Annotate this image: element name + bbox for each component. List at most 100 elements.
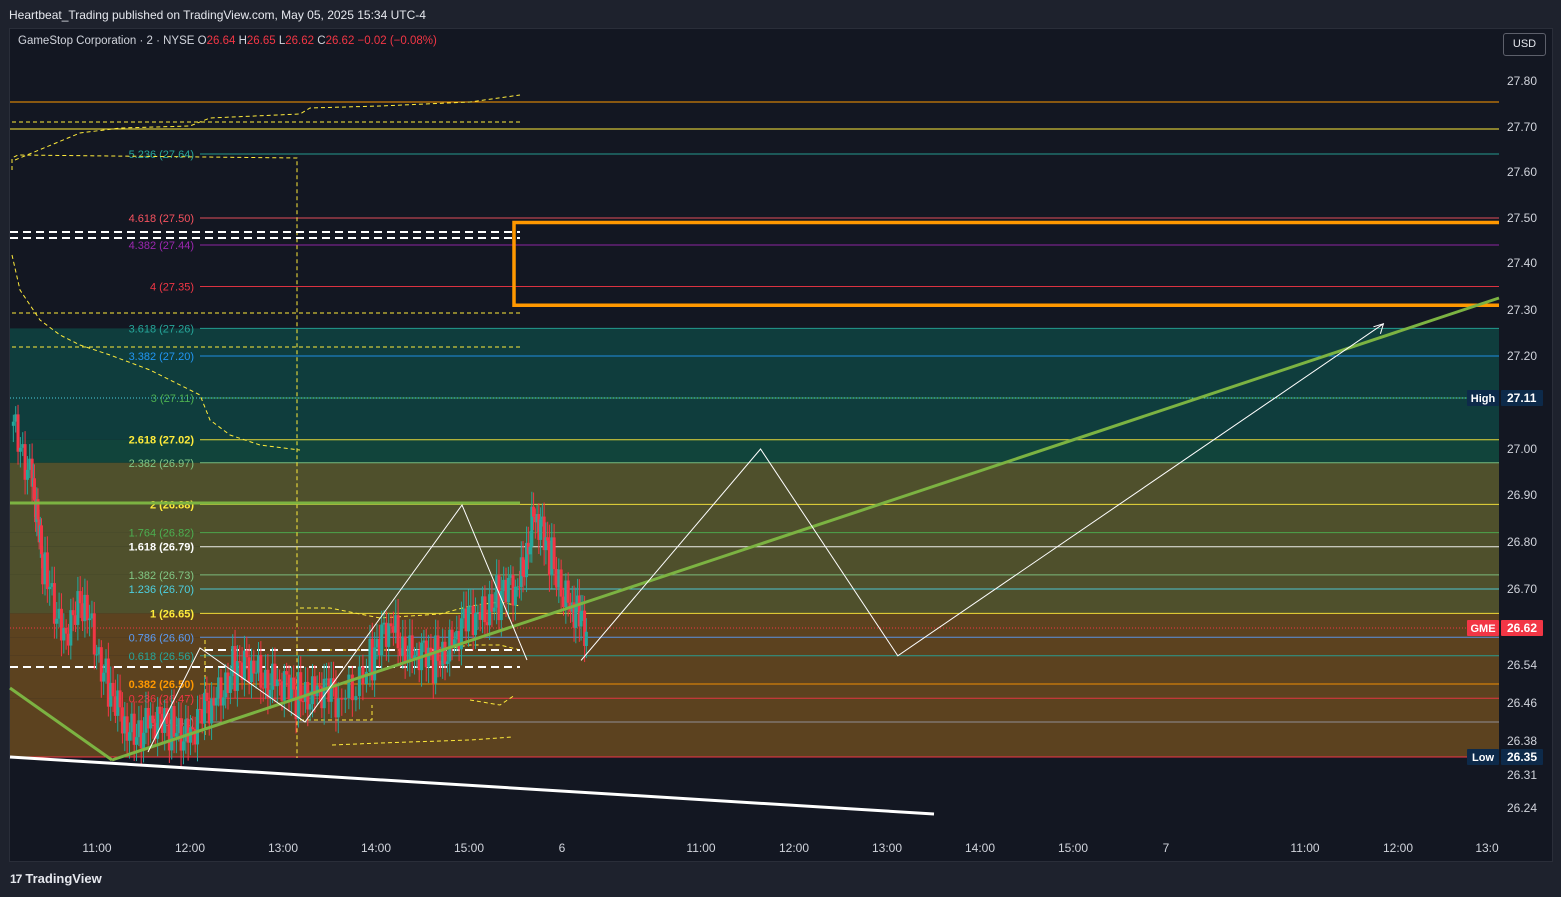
badge-label: GME — [1470, 623, 1495, 635]
candle-body — [219, 677, 223, 706]
candle-body — [452, 639, 456, 646]
low-value: 26.62 — [285, 35, 315, 47]
candle-body — [242, 650, 246, 680]
candle-body — [518, 586, 522, 588]
resistance-zone[interactable] — [512, 220, 1499, 308]
candle-body — [125, 716, 129, 741]
candle-body — [292, 677, 296, 690]
candles — [11, 404, 588, 767]
candle-body — [523, 576, 527, 578]
candle-body — [282, 671, 286, 701]
candle-body — [62, 627, 66, 641]
fib-band — [10, 462, 1499, 505]
candle-body — [167, 723, 171, 751]
candle-body — [14, 414, 18, 422]
candle-body — [59, 608, 63, 641]
fib-level-label: 0.786 (26.60) — [129, 632, 194, 644]
candle-body — [181, 741, 185, 751]
candle-body — [509, 574, 513, 578]
badge-label: Low — [1472, 752, 1494, 764]
candle-body — [36, 499, 40, 520]
candle-body — [172, 706, 176, 737]
projection-path[interactable] — [580, 323, 1384, 661]
y-axis-tick: 27.80 — [1507, 74, 1537, 88]
fib-band — [10, 574, 1499, 589]
candle-body — [303, 681, 307, 702]
candle-body — [186, 719, 190, 743]
candle-body — [445, 661, 449, 664]
fib-band — [10, 328, 1499, 356]
candle-body — [561, 596, 565, 608]
candle-body — [88, 618, 92, 621]
downtrend-line[interactable] — [9, 686, 113, 762]
candle-body — [436, 635, 440, 661]
candle-body — [170, 706, 174, 751]
candle-body — [165, 708, 169, 724]
y-axis-tick: 26.38 — [1507, 734, 1537, 748]
fib-level-label: 2.382 (26.97) — [129, 458, 194, 470]
low-label: L — [278, 35, 286, 47]
y-axis-tick: 26.24 — [1507, 801, 1537, 815]
candle-body — [521, 557, 525, 577]
candle-body — [526, 542, 530, 555]
candle-body — [266, 669, 270, 698]
candle-body — [499, 590, 503, 621]
x-axis-tick: 13:00 — [268, 841, 298, 855]
candle-body — [336, 698, 340, 718]
candle-body — [52, 583, 56, 624]
candle-body — [488, 594, 492, 626]
candle-body — [245, 650, 249, 658]
candle-body — [64, 627, 68, 634]
candle-body — [177, 718, 181, 734]
candle-body — [450, 629, 454, 646]
fib-band — [10, 356, 1499, 398]
candle-body — [69, 610, 73, 646]
dashed-channel-line — [469, 694, 516, 706]
zigzag-pattern[interactable] — [147, 503, 528, 753]
candle-body — [550, 537, 554, 576]
candle-body — [32, 478, 36, 501]
candle-body — [579, 611, 583, 627]
candle-body — [459, 618, 463, 650]
candle-body — [525, 542, 529, 578]
candle-body — [431, 653, 435, 684]
candle-body — [364, 671, 368, 685]
candle-body — [377, 638, 381, 656]
candle-body — [278, 679, 282, 682]
candle-body — [357, 666, 361, 697]
candle-body — [238, 661, 242, 663]
candle-body — [504, 579, 508, 603]
candle-body — [343, 698, 347, 700]
candle-body — [334, 686, 338, 718]
x-axis-tick: 12:00 — [175, 841, 205, 855]
descending-support-line[interactable] — [9, 755, 935, 816]
candle-body — [476, 612, 480, 614]
candle-body — [574, 604, 578, 628]
currency-button[interactable]: USD — [1503, 33, 1546, 56]
symbol-legend[interactable]: GameStop Corporation · 2 · NYSE O26.64 H… — [18, 35, 437, 47]
badge-label-bg — [1467, 390, 1499, 406]
open-label: O — [197, 35, 207, 47]
candle-body — [289, 677, 293, 700]
y-axis-tick: 27.60 — [1507, 165, 1537, 179]
tradingview-brand[interactable]: 17 TradingView — [10, 871, 102, 886]
y-axis-tick: 26.80 — [1507, 535, 1537, 549]
ascending-trendline[interactable] — [111, 296, 1500, 762]
x-axis-tick: 15:00 — [1058, 841, 1088, 855]
badge-value-bg — [1501, 749, 1543, 765]
candle-body — [99, 647, 103, 682]
candle-body — [546, 537, 550, 541]
fib-level-label: 4.618 (27.50) — [129, 213, 194, 225]
x-axis-tick: 11:00 — [82, 841, 111, 855]
candle-body — [254, 672, 258, 674]
candle-body — [474, 613, 478, 636]
fib-level-label: 3.618 (27.26) — [129, 323, 194, 335]
candle-body — [387, 623, 391, 647]
symbol-name[interactable]: GameStop Corporation · 2 · NYSE — [18, 35, 195, 47]
candle-body — [43, 552, 47, 585]
candle-body — [427, 647, 431, 668]
candle-body — [308, 704, 312, 710]
fib-level-label: 1.618 (26.79) — [129, 542, 195, 554]
candle-body — [532, 506, 536, 517]
